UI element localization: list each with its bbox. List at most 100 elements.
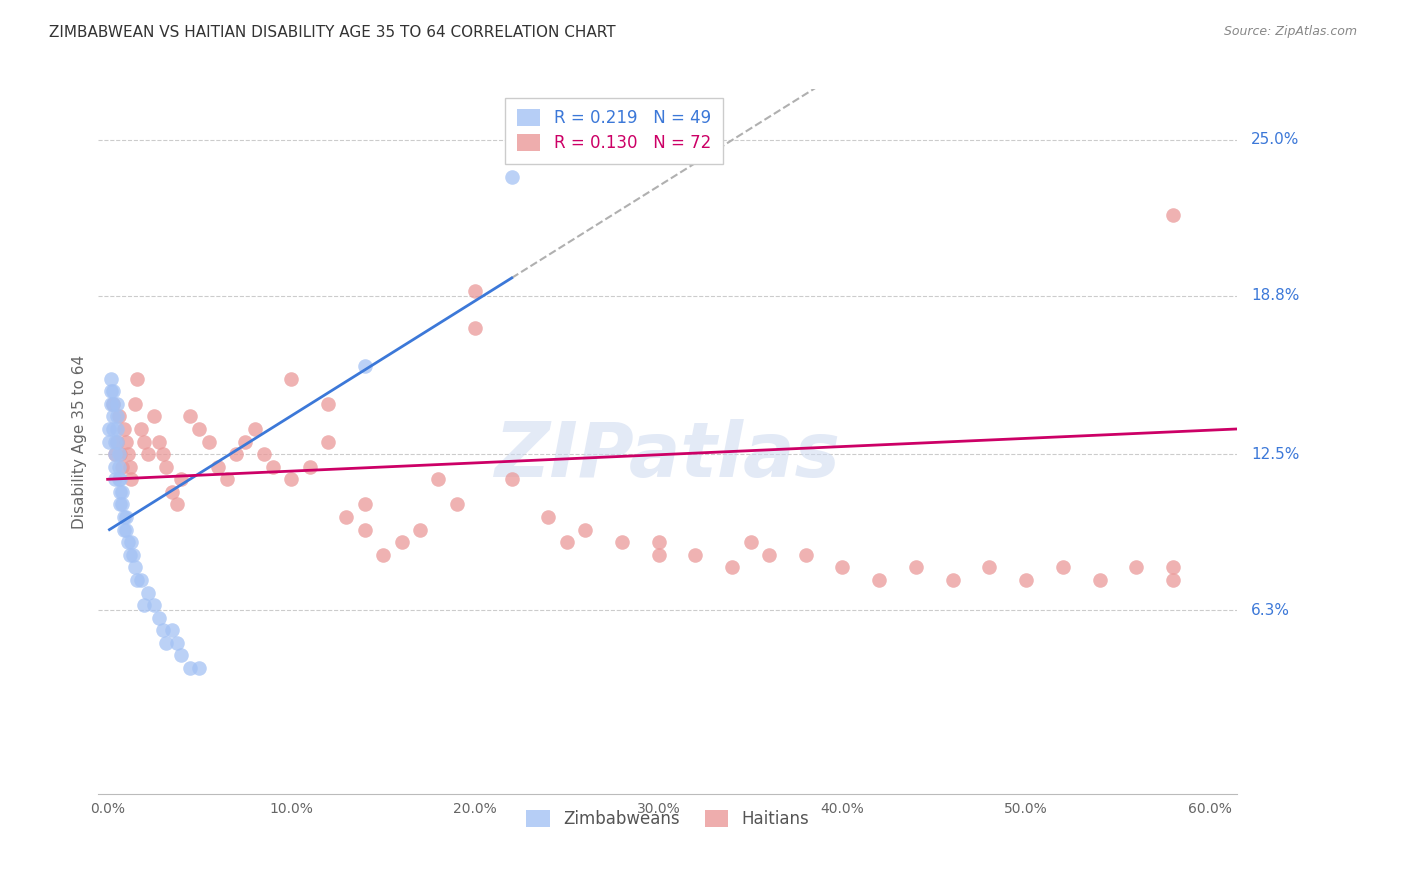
Point (740, 535, 762, 549)
Point (117, 535, 139, 549)
Point (262, 459, 284, 474)
Point (501, 472, 523, 486)
Point (115, 510, 138, 524)
Point (105, 434, 128, 449)
Point (574, 523, 596, 537)
Point (152, 447, 174, 461)
Text: 18.8%: 18.8% (1251, 288, 1299, 303)
Point (160, 484, 183, 499)
Point (104, 459, 127, 474)
Point (112, 523, 135, 537)
Point (179, 409, 201, 424)
Point (1161, 208, 1184, 222)
Point (152, 624, 174, 638)
Point (117, 447, 139, 461)
Point (105, 397, 128, 411)
Point (555, 535, 578, 549)
Text: ZIMBABWEAN VS HAITIAN DISABILITY AGE 35 TO 64 CORRELATION CHART: ZIMBABWEAN VS HAITIAN DISABILITY AGE 35 … (49, 25, 616, 40)
Point (136, 447, 159, 461)
Point (104, 447, 127, 461)
Point (148, 434, 170, 449)
Point (105, 434, 128, 449)
Point (794, 548, 817, 562)
Point (155, 636, 177, 650)
Point (122, 548, 145, 562)
Point (235, 434, 257, 449)
Point (831, 560, 853, 574)
Point (280, 472, 302, 486)
Point (166, 498, 188, 512)
Point (1161, 573, 1184, 587)
Point (371, 548, 394, 562)
Point (225, 447, 247, 461)
Point (110, 498, 132, 512)
Point (115, 523, 138, 537)
Point (170, 472, 193, 486)
Point (335, 510, 357, 524)
Point (98, 422, 121, 436)
Point (107, 447, 129, 461)
Point (148, 611, 170, 625)
Point (104, 447, 127, 461)
Point (280, 371, 302, 385)
Text: 6.3%: 6.3% (1251, 603, 1291, 617)
Point (243, 422, 266, 436)
Point (125, 371, 148, 385)
Point (427, 472, 450, 486)
Point (142, 409, 165, 424)
Point (253, 447, 276, 461)
Point (101, 384, 124, 399)
Point (98, 434, 121, 449)
Point (125, 573, 148, 587)
Text: 12.5%: 12.5% (1251, 447, 1299, 462)
Point (188, 422, 211, 436)
Text: ZIPatlas: ZIPatlas (495, 418, 841, 492)
Point (464, 321, 486, 335)
Point (110, 472, 132, 486)
Point (121, 472, 143, 486)
Point (124, 397, 146, 411)
Point (721, 560, 744, 574)
Point (112, 422, 135, 436)
Point (134, 434, 156, 449)
Point (110, 447, 132, 461)
Point (107, 409, 129, 424)
Point (100, 397, 122, 411)
Point (446, 498, 468, 512)
Point (107, 472, 129, 486)
Point (101, 422, 124, 436)
Point (166, 636, 188, 650)
Point (105, 422, 128, 436)
Point (160, 624, 183, 638)
Point (124, 560, 146, 574)
Point (868, 573, 890, 587)
Point (111, 484, 134, 499)
Point (118, 459, 141, 474)
Point (111, 459, 134, 474)
Text: Source: ZipAtlas.com: Source: ZipAtlas.com (1223, 25, 1357, 38)
Point (136, 585, 159, 599)
Y-axis label: Disability Age 35 to 64: Disability Age 35 to 64 (72, 354, 87, 529)
Point (134, 598, 156, 612)
Point (316, 434, 339, 449)
Point (101, 409, 124, 424)
Point (409, 523, 432, 537)
Point (647, 535, 669, 549)
Point (100, 371, 122, 385)
Point (207, 459, 229, 474)
Point (215, 472, 238, 486)
Point (188, 661, 211, 675)
Point (142, 598, 165, 612)
Point (501, 170, 523, 185)
Point (1015, 573, 1038, 587)
Point (1052, 560, 1074, 574)
Point (104, 472, 127, 486)
Point (115, 434, 138, 449)
Point (353, 498, 375, 512)
Point (537, 510, 560, 524)
Point (942, 573, 965, 587)
Point (104, 434, 127, 449)
Point (904, 560, 927, 574)
Point (129, 573, 152, 587)
Point (1125, 560, 1147, 574)
